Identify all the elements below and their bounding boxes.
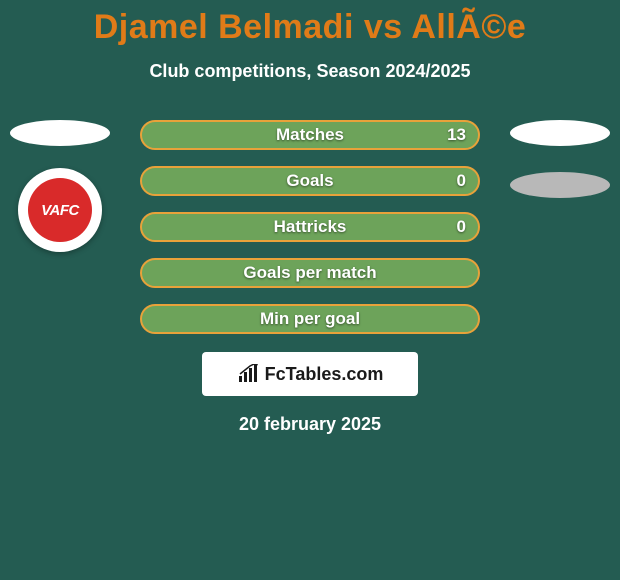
player-right-ellipse-1: [510, 120, 610, 146]
stat-bar-value: 0: [457, 171, 466, 191]
stats-area: VAFC Matches 13 Goals 0 Hattricks 0 Goals per …: [0, 120, 620, 334]
stat-bar: Min per goal: [140, 304, 480, 334]
stat-bar-value: 13: [447, 125, 466, 145]
content-root: Djamel Belmadi vs AllÃ©e Club competitio…: [0, 0, 620, 435]
player-left-ellipse: [10, 120, 110, 146]
stat-bar: Hattricks 0: [140, 212, 480, 242]
page-title: Djamel Belmadi vs AllÃ©e: [0, 0, 620, 47]
left-column: VAFC: [0, 120, 120, 252]
club-badge-left: VAFC: [18, 168, 102, 252]
stat-bar: Matches 13: [140, 120, 480, 150]
footer-date: 20 february 2025: [0, 414, 620, 435]
stat-bar-label: Matches: [276, 125, 344, 145]
player-right-ellipse-2: [510, 172, 610, 198]
chart-icon: [237, 364, 261, 384]
stat-bar-label: Goals per match: [243, 263, 376, 283]
stat-bar: Goals 0: [140, 166, 480, 196]
stat-bars: Matches 13 Goals 0 Hattricks 0 Goals per match…: [140, 120, 480, 334]
right-column: [500, 120, 620, 198]
stat-bar-label: Goals: [286, 171, 333, 191]
stat-bar: Goals per match: [140, 258, 480, 288]
brand-rest: Tables.com: [286, 364, 384, 384]
brand-logo-text: FcTables.com: [265, 364, 384, 385]
page-subtitle: Club competitions, Season 2024/2025: [0, 61, 620, 82]
brand-logo-box: FcTables.com: [202, 352, 418, 396]
stat-bar-value: 0: [457, 217, 466, 237]
brand-bold: Fc: [265, 364, 286, 384]
club-badge-text: VAFC: [28, 178, 92, 242]
stat-bar-label: Hattricks: [274, 217, 347, 237]
stat-bar-label: Min per goal: [260, 309, 360, 329]
